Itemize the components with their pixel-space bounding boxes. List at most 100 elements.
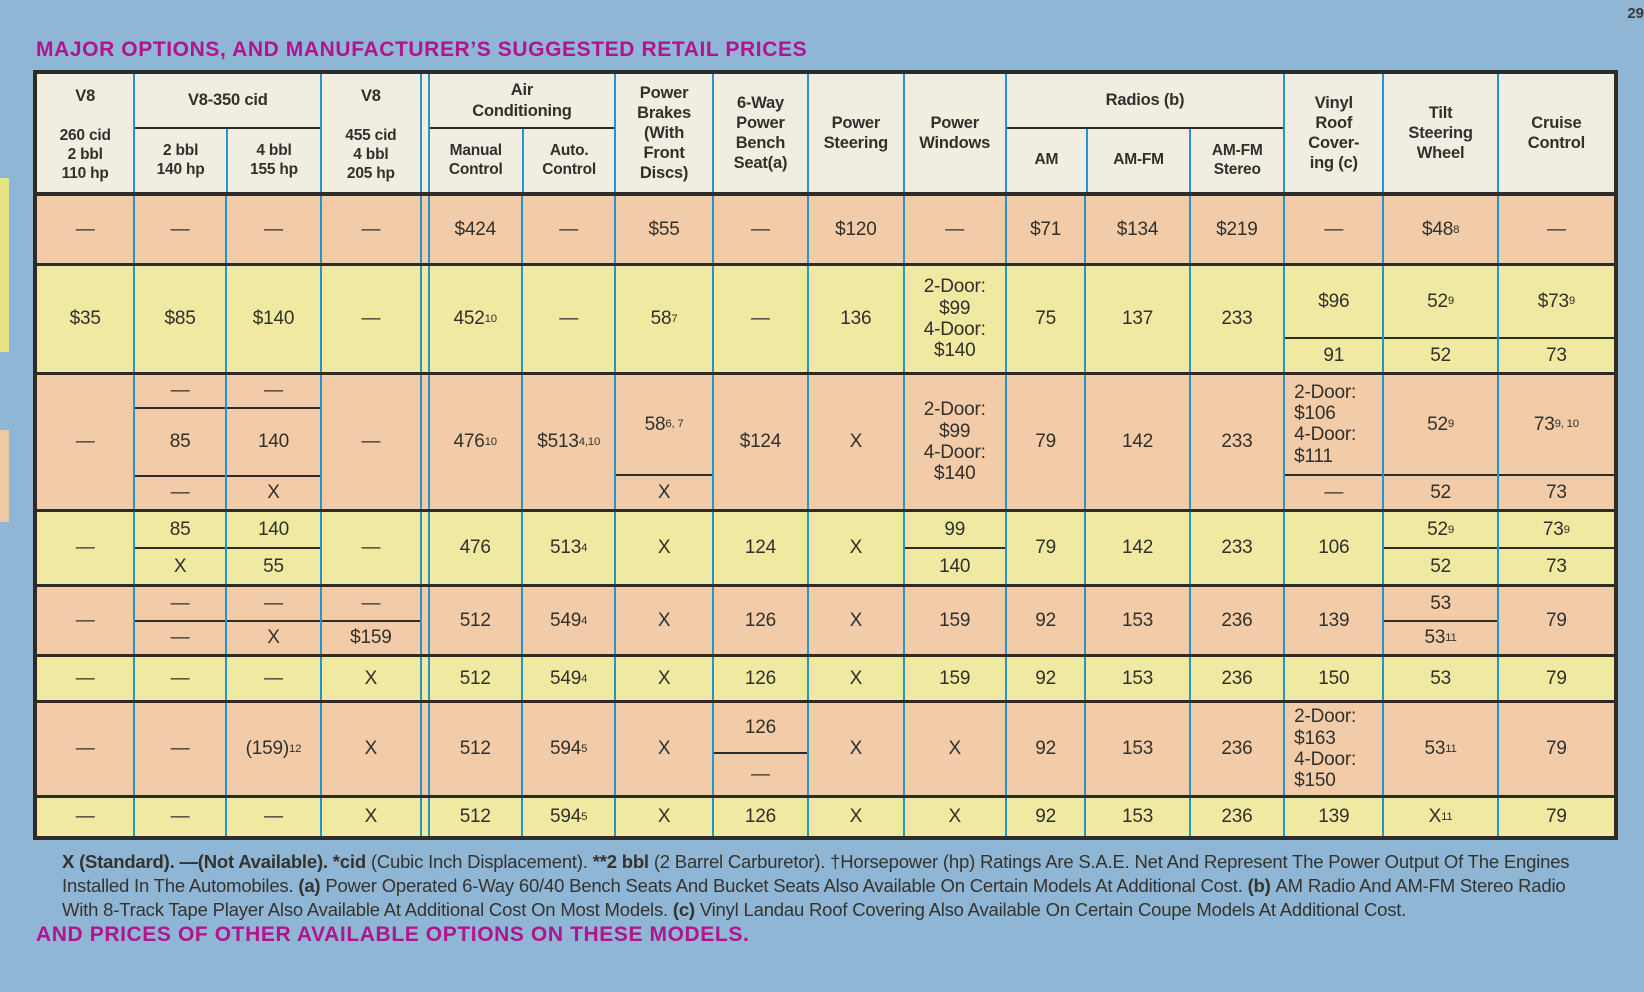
table-cell-part: 85 bbox=[135, 407, 225, 474]
header-sub-cell: 455 cid 4 bbl 205 hp bbox=[345, 127, 397, 182]
table-cell: — bbox=[75, 537, 95, 559]
scan-edge-artifact bbox=[0, 178, 9, 352]
header-group-title: Radios (b) bbox=[1006, 74, 1284, 130]
table-cell-part: $159 bbox=[322, 619, 420, 655]
table-cell: X bbox=[614, 657, 711, 701]
table-cell-part: 91 bbox=[1285, 336, 1383, 372]
header-group-title: V8 bbox=[75, 87, 96, 106]
table-cell: 79 bbox=[1004, 512, 1085, 585]
table-cell: — bbox=[75, 668, 95, 690]
table-cell-part: 140 bbox=[226, 407, 321, 474]
table-cell: — bbox=[1283, 196, 1382, 264]
table-cell: 512 bbox=[427, 797, 521, 836]
header-sub-cell: Auto. Control bbox=[521, 129, 614, 192]
table-row: — — — X 512 594 5 X 126 X X 92 153 236 139 X 11 79 bbox=[37, 794, 1614, 836]
table-row: —85 X 140 55—476 513 4 X 124 X 99 140 79 142 233 106 52… bbox=[37, 509, 1614, 585]
table-row: $35 $85 $140—452 10—58 7—136 2-Door: $99 4-Do… bbox=[37, 263, 1614, 372]
table-cell: 549 4 bbox=[520, 657, 614, 701]
table-cell: 512 bbox=[427, 657, 521, 701]
table-cell: 153 bbox=[1084, 797, 1188, 836]
table-header: V8 260 cid 2 bbl 110 hp V8-350 cid 2 bbl 14… bbox=[37, 74, 1614, 196]
table-cell: (159) 12 bbox=[224, 703, 320, 795]
table-cell: 594 5 bbox=[520, 797, 614, 836]
table-cell-part: — bbox=[264, 592, 283, 614]
table-cell-part: $73 9 bbox=[1537, 290, 1575, 312]
table-cell: 236 bbox=[1188, 703, 1283, 795]
table-cell-part: X bbox=[135, 547, 225, 584]
table-cell: 139 bbox=[1283, 587, 1382, 655]
footnote-segment: **2 bbl bbox=[592, 851, 654, 872]
column-spacer bbox=[419, 512, 428, 585]
header-group: Power Brakes (With Front Discs) bbox=[614, 74, 711, 192]
table-cell: — bbox=[711, 196, 807, 264]
table-cell: $73 9 73 bbox=[1496, 266, 1614, 372]
header-group: V8 260 cid 2 bbl 110 hp bbox=[37, 74, 133, 192]
table-cell: 126 bbox=[711, 657, 807, 701]
table-cell: — bbox=[320, 196, 419, 264]
table-cell-part: 53 bbox=[1430, 592, 1451, 614]
table-cell: 476 bbox=[427, 512, 521, 585]
table-cell: 142 bbox=[1084, 374, 1188, 510]
column-spacer bbox=[419, 587, 428, 655]
table-cell-part: 2-Door: $106 4-Door: $111 bbox=[1294, 381, 1357, 467]
header-sub-row: 2 bbl 140 hp 4 bbl 155 hp bbox=[135, 129, 320, 192]
footnote-segment: (a) bbox=[298, 875, 326, 897]
table-cell: — bbox=[133, 657, 224, 701]
table-cell: — bbox=[133, 196, 224, 264]
table-cell: $55 bbox=[614, 196, 711, 264]
table-cell: — bbox=[133, 703, 224, 795]
table-cell-part: — bbox=[135, 474, 225, 510]
footnote-segment: (2 Barrel Carburetor). bbox=[653, 851, 831, 872]
table-cell: X bbox=[902, 797, 1005, 836]
table-cell: 153 bbox=[1084, 657, 1188, 701]
table-cell: 92 bbox=[1004, 703, 1085, 795]
table-cell: 52 9 52 bbox=[1382, 374, 1497, 510]
table-cell: 79 bbox=[1496, 703, 1614, 795]
header-group: Tilt Steering Wheel bbox=[1382, 74, 1496, 192]
table-cell: X bbox=[614, 512, 711, 585]
table-cell: 2-Door: $99 4-Door: $140 bbox=[902, 266, 1005, 372]
page-title: MAJOR OPTIONS, AND MANUFACTURER’S SUGGES… bbox=[36, 38, 808, 61]
table-cell: — bbox=[1496, 196, 1614, 264]
header-sub-row: 260 cid 2 bbl 110 hp bbox=[37, 119, 133, 192]
table-cell-part: 55 bbox=[226, 547, 321, 584]
table-cell: — bbox=[75, 431, 95, 453]
table-cell-part: 126 bbox=[744, 717, 776, 739]
column-spacer bbox=[419, 797, 428, 836]
table-cell: 73 9 73 bbox=[1496, 512, 1614, 585]
header-group: V8-350 cid 2 bbl 140 hp 4 bbl 155 hp bbox=[133, 74, 321, 192]
table-cell: X bbox=[807, 657, 902, 701]
table-cell: 126 — bbox=[711, 703, 808, 795]
table-cell: 513 4 bbox=[520, 512, 614, 585]
header-group: V8 455 cid 4 bbl 205 hp bbox=[320, 74, 419, 192]
table-cell: 2-Door: $106 4-Door: $111 — bbox=[1283, 374, 1383, 510]
table-cell-part: — bbox=[135, 619, 225, 655]
table-cell-part: 73 bbox=[1498, 336, 1614, 372]
table-cell: 233 bbox=[1188, 266, 1283, 372]
table-cell: 512 bbox=[427, 703, 521, 795]
footnote-segment: (b) bbox=[1247, 875, 1276, 897]
footnote-segment: Power Operated 6-Way 60/40 Bench Seats A… bbox=[325, 875, 1248, 897]
footnote-segment: X (Standard). bbox=[62, 851, 180, 872]
table-cell: — X bbox=[224, 587, 321, 655]
table-cell: 85 X bbox=[133, 512, 225, 585]
table-cell: 137 bbox=[1084, 266, 1188, 372]
table-cell-part: 73 bbox=[1498, 547, 1614, 584]
table-cell: X bbox=[614, 703, 711, 795]
table-cell-part: 73 9 bbox=[1542, 518, 1570, 540]
table-cell: 476 10 bbox=[427, 374, 521, 510]
header-sub-cell: 2 bbl 140 hp bbox=[156, 141, 205, 178]
table-cell: 53 bbox=[1382, 657, 1496, 701]
table-cell: 58 7 bbox=[614, 266, 711, 372]
table-cell: 2-Door: $99 4-Door: $140 bbox=[902, 374, 1005, 510]
table-cell: — — bbox=[133, 587, 225, 655]
table-cell: 233 bbox=[1188, 374, 1283, 510]
table-row: — — (159) 12 X 512 594 5 X 126— X X 92 153 236 2-Door: … bbox=[37, 700, 1614, 795]
header-sub-cell: AM bbox=[1034, 151, 1059, 169]
table-cell-part: — bbox=[713, 752, 808, 794]
table-cell-part: — bbox=[170, 380, 190, 402]
options-price-table: V8 260 cid 2 bbl 110 hp V8-350 cid 2 bbl 14… bbox=[33, 70, 1618, 840]
column-spacer bbox=[419, 657, 428, 701]
table-cell: 549 4 bbox=[520, 587, 614, 655]
table-cell: — bbox=[320, 266, 419, 372]
